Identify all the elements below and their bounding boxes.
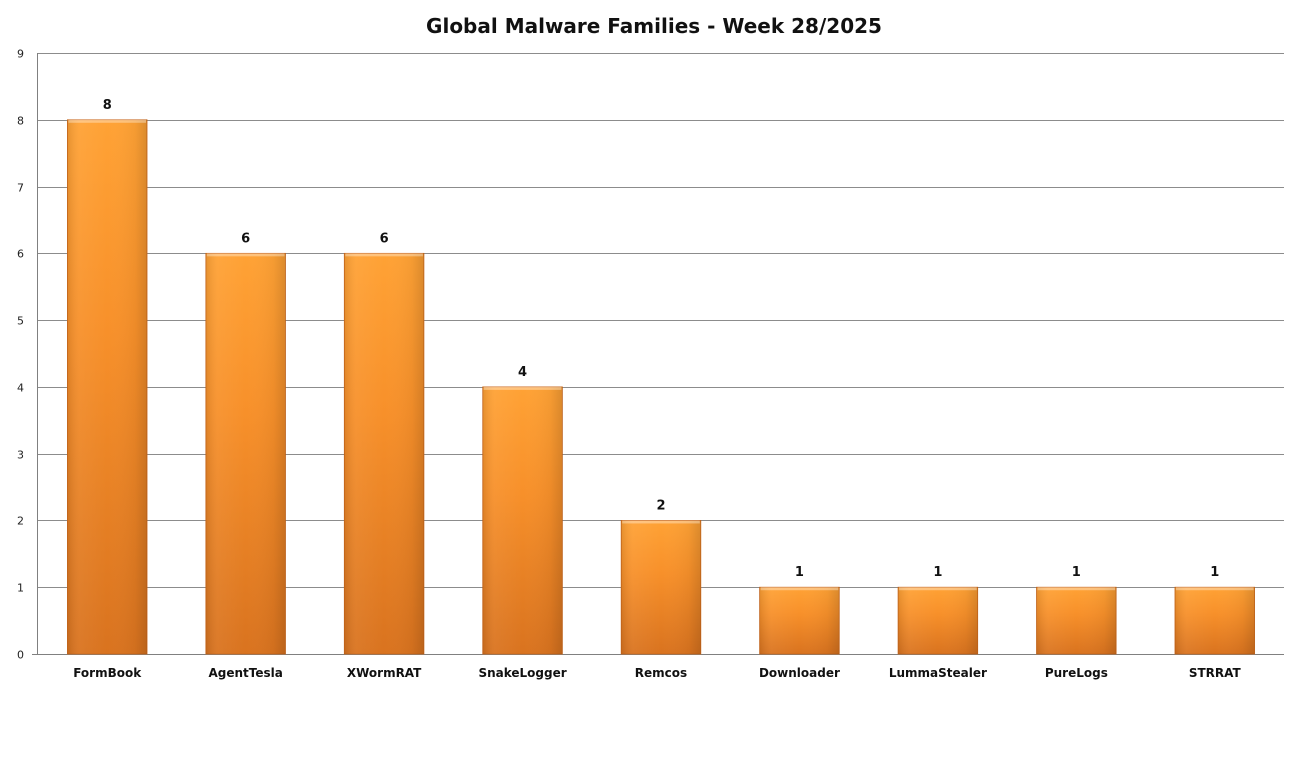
data-label: 8 [103, 98, 112, 113]
bar-highlight [483, 386, 562, 390]
bars [67, 119, 1255, 655]
y-tick-label: 5 [17, 315, 24, 328]
y-tick-label: 1 [17, 582, 24, 595]
data-label: 6 [380, 231, 389, 246]
bar-highlight [206, 253, 285, 257]
y-tick-label: 9 [17, 48, 24, 61]
bar-sheen [344, 253, 424, 655]
bar-sheen [205, 253, 286, 655]
data-label: 1 [1210, 565, 1219, 580]
bar-sheen [621, 520, 701, 654]
data-label: 2 [656, 498, 665, 513]
bar-highlight [345, 253, 423, 257]
y-tick-label: 4 [17, 382, 24, 395]
x-axis: FormBook AgentTesla XWormRAT SnakeLogger Rem… [73, 666, 1241, 680]
y-tick-label: 2 [17, 515, 24, 528]
bar-sheen [898, 587, 978, 654]
x-tick-label: XWormRAT [347, 666, 422, 680]
bar-remcos [620, 520, 702, 655]
bar-highlight [1175, 587, 1254, 591]
y-tick-label: 6 [17, 248, 24, 261]
bar-sheen [482, 386, 563, 654]
data-label: 1 [933, 565, 942, 580]
data-labels: 8 6 6 4 2 1 1 1 1 [103, 98, 1220, 580]
x-tick-label: STRRAT [1189, 666, 1242, 680]
bar-downloader [759, 586, 840, 655]
bar-sheen [759, 587, 840, 654]
x-tick-label: LummaStealer [889, 666, 987, 680]
bar-highlight [1037, 587, 1116, 591]
bar-highlight [622, 520, 700, 524]
x-tick-label: PureLogs [1045, 666, 1108, 680]
y-tick-label: 3 [17, 449, 24, 462]
x-tick-label: SnakeLogger [478, 666, 566, 680]
bar-agenttesla [205, 252, 286, 655]
y-tick-label: 8 [17, 115, 24, 128]
y-tick-label: 7 [17, 182, 24, 195]
data-label: 1 [795, 565, 804, 580]
x-tick-label: Downloader [759, 666, 840, 680]
bar-sheen [67, 119, 148, 655]
bar-strrat [1174, 586, 1255, 655]
data-label: 4 [518, 365, 527, 380]
data-label: 6 [241, 231, 250, 246]
bar-snakelogger [482, 386, 563, 655]
y-axis: 0 1 2 3 4 5 6 7 8 9 [17, 48, 24, 662]
bar-sheen [1036, 587, 1117, 654]
bar-purelogs [1036, 586, 1117, 655]
bar-sheen [1174, 587, 1255, 654]
x-tick-label: AgentTesla [208, 666, 282, 680]
x-tick-label: FormBook [73, 666, 142, 680]
x-tick-label: Remcos [635, 666, 687, 680]
data-label: 1 [1072, 565, 1081, 580]
bar-highlight [760, 587, 839, 591]
y-tick-label: 0 [17, 649, 24, 662]
bar-formbook [67, 119, 148, 655]
bar-lummastealer [897, 586, 979, 655]
bar-highlight [899, 587, 977, 591]
bar-highlight [68, 119, 147, 123]
chart-title: Global Malware Families - Week 28/2025 [426, 14, 882, 38]
bar-xwormrat [343, 252, 425, 655]
